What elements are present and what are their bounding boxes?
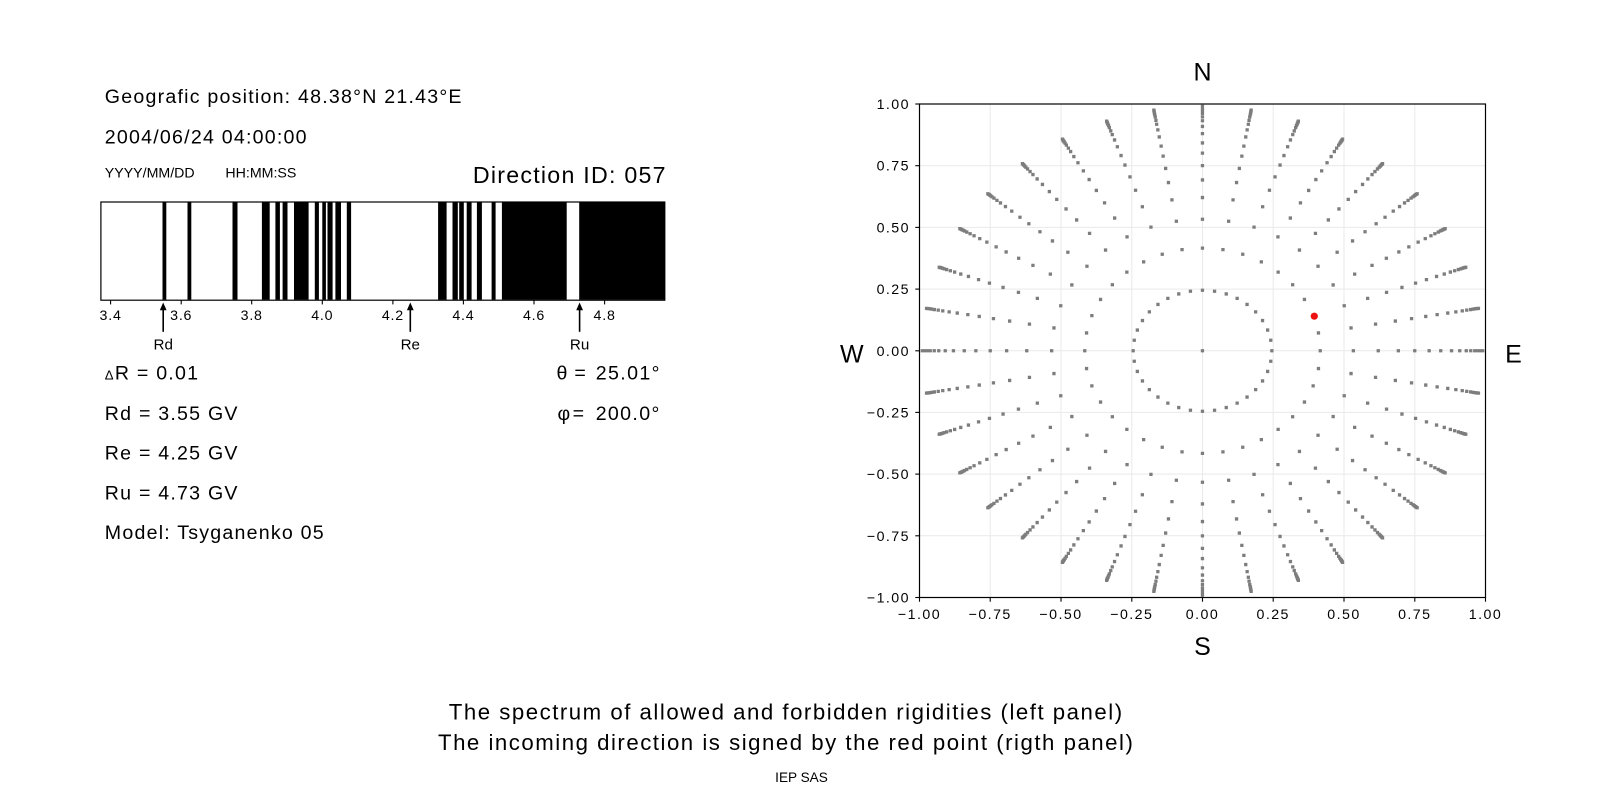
svg-text:4.4: 4.4 [452,308,474,324]
svg-text:0.00: 0.00 [877,344,910,360]
svg-text:Direction ID: 057: Direction ID: 057 [473,162,667,188]
svg-text:HH:MM:SS: HH:MM:SS [225,166,296,182]
svg-text:1.00: 1.00 [1469,607,1502,623]
svg-text:N: N [1193,59,1211,87]
svg-text:Ru: Ru [570,337,589,354]
svg-text:0.25: 0.25 [877,282,910,298]
svg-text:IEP SAS: IEP SAS [775,770,828,785]
svg-text:−1.00: −1.00 [898,607,941,623]
svg-text:3.4: 3.4 [100,308,122,324]
svg-text:4.2: 4.2 [382,308,404,324]
svg-text:Re: Re [401,337,420,354]
svg-text:Model: Tsyganenko 05: Model: Tsyganenko 05 [105,522,325,544]
svg-text:4.0: 4.0 [311,308,333,324]
svg-text:−0.50: −0.50 [1039,607,1082,623]
svg-text:−0.25: −0.25 [1110,607,1153,623]
svg-text:0.00: 0.00 [1186,607,1219,623]
svg-text:−1.00: −1.00 [867,591,910,607]
svg-text:4.8: 4.8 [594,308,616,324]
svg-text:0.75: 0.75 [877,159,910,175]
svg-text:1.00: 1.00 [877,97,910,113]
svg-text:The incoming direction is sign: The incoming direction is signed by the … [438,730,1134,755]
svg-text:0.75: 0.75 [1398,607,1431,623]
svg-text:0.50: 0.50 [877,220,910,236]
svg-text:0.50: 0.50 [1327,607,1360,623]
svg-text:E: E [1505,341,1522,369]
svg-text:S: S [1194,633,1211,661]
svg-text:−0.75: −0.75 [969,607,1012,623]
svg-text:Ru = 4.73 GV: Ru = 4.73 GV [105,482,239,504]
svg-text:−0.75: −0.75 [867,529,910,545]
svg-text:θ=25.01°: θ = 25.01° [557,363,661,385]
svg-text:The spectrum of allowed and fo: The spectrum of allowed and forbidden ri… [449,700,1124,725]
svg-text:Rd: Rd [153,337,172,354]
svg-text:3.6: 3.6 [170,308,192,324]
svg-text:−0.25: −0.25 [867,405,910,421]
svg-text:Rd = 3.55 GV: Rd = 3.55 GV [105,403,239,425]
svg-text:W: W [840,341,864,369]
svg-text:Geografic position: 48.38°N 21: Geografic position: 48.38°N 21.43°E [105,86,463,108]
svg-text:ΔR = 0.01: ΔR = 0.01 [105,363,199,385]
svg-text:2004/06/24 04:00:00: 2004/06/24 04:00:00 [105,127,308,149]
svg-text:YYYY/MM/DD: YYYY/MM/DD [105,166,195,182]
svg-text:φ=200.0°: φ= 200.0° [558,403,661,425]
svg-text:0.25: 0.25 [1256,607,1289,623]
svg-text:Re = 4.25 GV: Re = 4.25 GV [105,443,239,465]
svg-text:4.6: 4.6 [523,308,545,324]
svg-text:−0.50: −0.50 [867,467,910,483]
svg-text:3.8: 3.8 [241,308,263,324]
